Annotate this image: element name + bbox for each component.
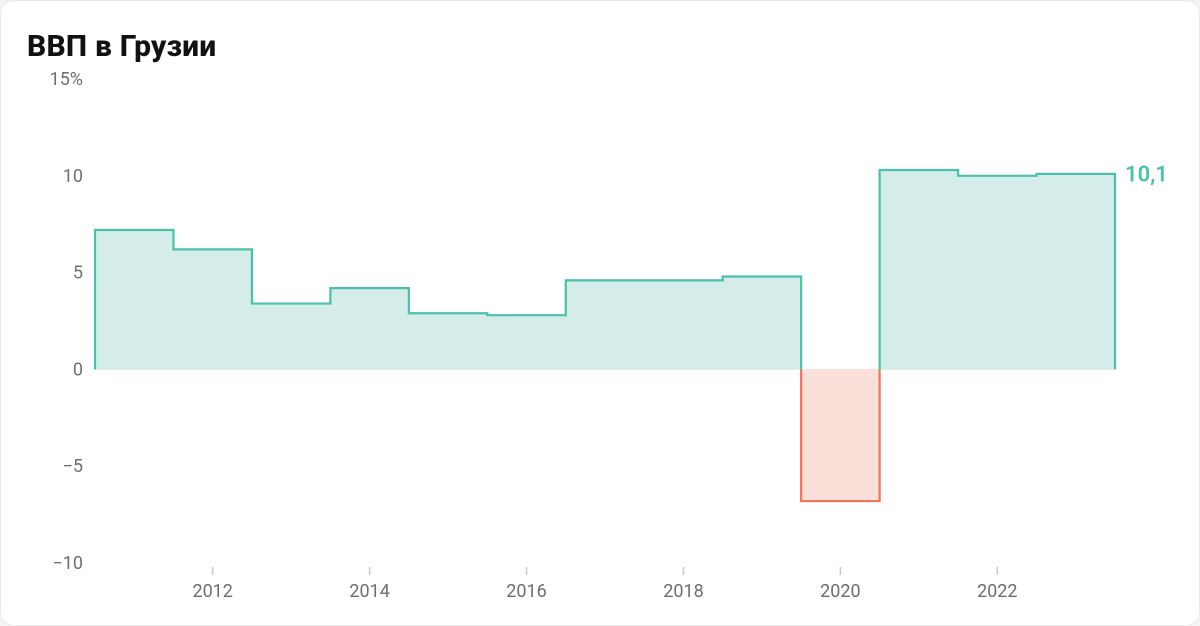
y-axis-label: −5 bbox=[63, 456, 83, 477]
y-axis-label: 10 bbox=[63, 166, 83, 187]
y-axis-label: −10 bbox=[52, 553, 83, 574]
chart-area: −10 −5 0 5 10 15% 2012 2014 2016 2018 2020 2022 10,1 bbox=[25, 69, 1175, 603]
chart-title: ВВП в Грузии bbox=[27, 29, 1175, 64]
y-axis-label: 5 bbox=[73, 263, 83, 284]
x-axis-label: 2016 bbox=[506, 581, 546, 602]
area-positive bbox=[95, 230, 801, 369]
y-axis-label: 0 bbox=[73, 359, 83, 380]
area-negative bbox=[801, 369, 879, 501]
area-positive bbox=[880, 170, 1115, 369]
x-axis-label: 2018 bbox=[663, 581, 703, 602]
step-area-chart: −10 −5 0 5 10 15% 2012 2014 2016 2018 2020 2022 10,1 bbox=[25, 69, 1175, 603]
x-axis-label: 2020 bbox=[820, 581, 860, 602]
x-axis-label: 2012 bbox=[192, 581, 232, 602]
end-value-label: 10,1 bbox=[1125, 163, 1168, 188]
chart-card: ВВП в Грузии −10 −5 0 5 10 15% 2012 2014 2016 201… bbox=[0, 0, 1200, 626]
x-axis-label: 2022 bbox=[977, 581, 1017, 602]
y-axis-label: 15% bbox=[50, 69, 83, 90]
x-axis-label: 2014 bbox=[349, 581, 389, 602]
